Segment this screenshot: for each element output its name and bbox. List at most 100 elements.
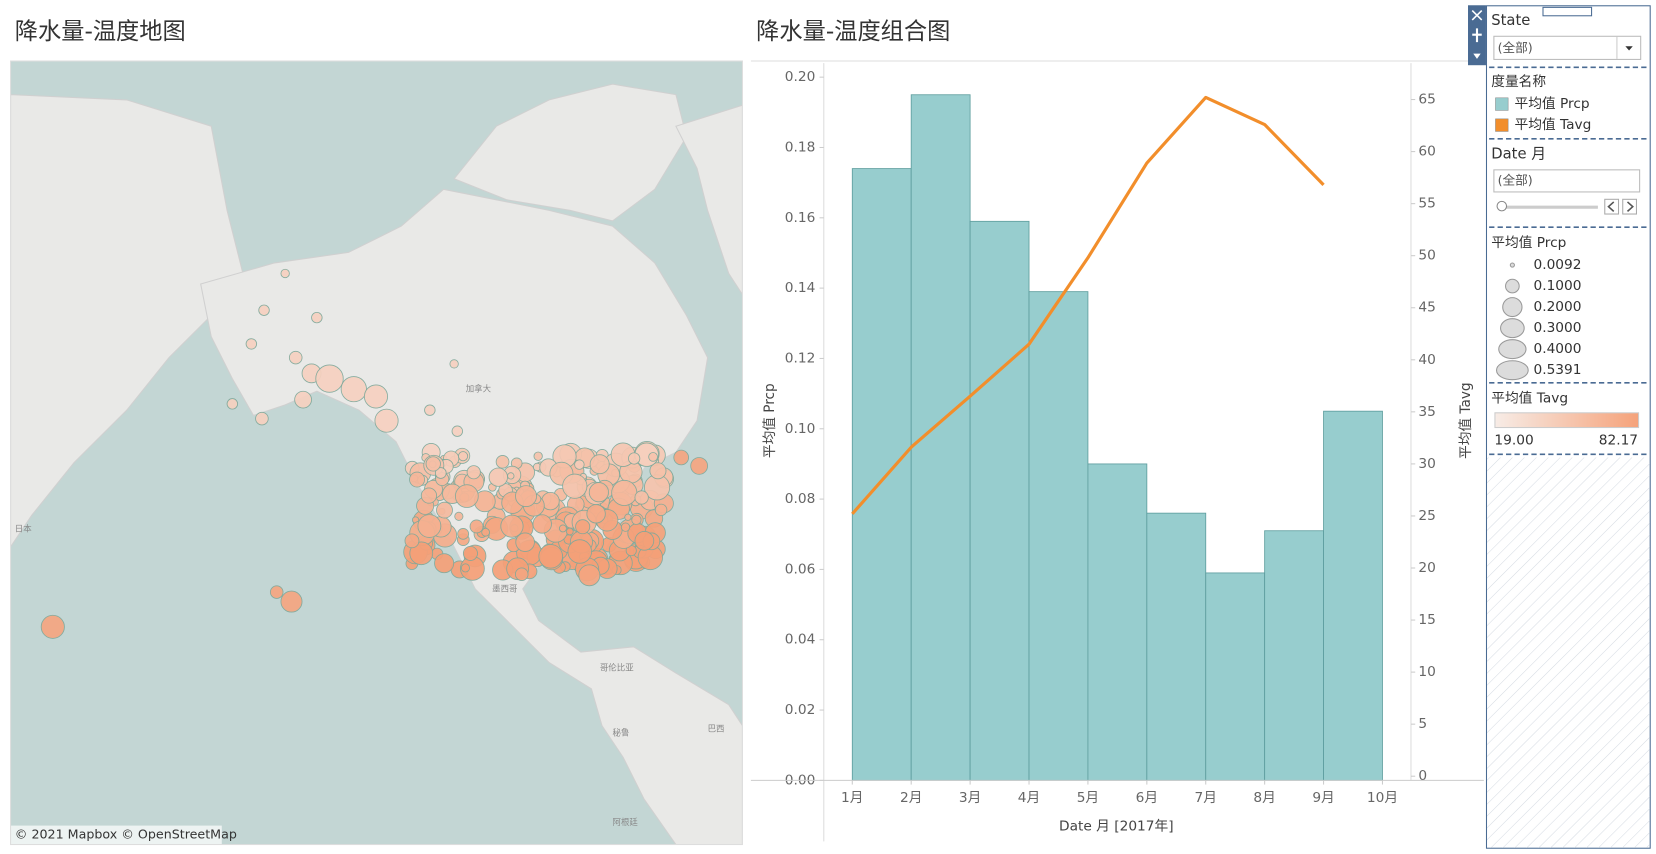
y-tick-label: 0.02 bbox=[785, 702, 816, 718]
color-min: 19.00 bbox=[1494, 433, 1533, 449]
map-bubble bbox=[454, 484, 479, 508]
map-bubble bbox=[500, 514, 524, 538]
map-bubble bbox=[690, 457, 709, 475]
map-bubble bbox=[562, 473, 588, 499]
slider-thumb[interactable] bbox=[1496, 200, 1508, 212]
attribution-bg bbox=[10, 825, 222, 845]
bar bbox=[1264, 530, 1324, 781]
menu-icon[interactable] bbox=[1473, 53, 1481, 59]
bar bbox=[1323, 410, 1383, 781]
state-dropdown[interactable] bbox=[1493, 35, 1642, 60]
land bbox=[200, 188, 743, 845]
land bbox=[10, 94, 244, 548]
map-bubble bbox=[586, 504, 606, 524]
legend-label: 平均值 Prcp bbox=[1514, 96, 1589, 112]
legend-swatch bbox=[1495, 118, 1509, 132]
map-bubble bbox=[294, 390, 312, 409]
map-bubble bbox=[340, 376, 367, 403]
color-max: 82.17 bbox=[1599, 433, 1638, 449]
next-button[interactable] bbox=[1622, 198, 1637, 215]
map-bubble bbox=[315, 364, 344, 393]
next-icon bbox=[1626, 201, 1634, 212]
x-tick-label: 10月 bbox=[1367, 790, 1398, 806]
size-label: 0.5391 bbox=[1533, 362, 1581, 378]
map-bubbles bbox=[40, 268, 709, 639]
map-border bbox=[10, 60, 743, 846]
pin-icon[interactable] bbox=[1472, 28, 1482, 43]
filter-title: Date 月 bbox=[1491, 146, 1546, 163]
map-bubble bbox=[374, 408, 399, 433]
map-bubble bbox=[269, 585, 284, 599]
map-bubble bbox=[288, 350, 303, 365]
legend-title: 平均值 Tavg bbox=[1491, 391, 1568, 407]
y2-tick-label: 40 bbox=[1418, 352, 1435, 368]
map-bubble bbox=[481, 527, 491, 537]
map-bubble bbox=[466, 465, 481, 480]
y-tick-label: 0.06 bbox=[785, 561, 816, 577]
map-bubble bbox=[469, 519, 484, 534]
empty-area bbox=[1487, 457, 1650, 848]
dropdown-value: (全部) bbox=[1498, 40, 1533, 55]
x-tick-label: 8月 bbox=[1253, 790, 1275, 806]
bar bbox=[851, 168, 912, 781]
size-circle bbox=[1495, 360, 1529, 381]
land bbox=[675, 104, 743, 296]
prev-button[interactable] bbox=[1604, 198, 1620, 215]
combo-chart: 0.000.020.040.060.080.100.120.140.160.18… bbox=[750, 63, 1484, 842]
map-bubble bbox=[514, 567, 529, 581]
y-tick-label: 0.12 bbox=[785, 350, 816, 366]
map: 加拿大 墨西哥 哥伦比亚 秘鲁 巴西 阿根廷 日本 © 2021 Mapbox … bbox=[10, 61, 743, 845]
x-tick-label: 3月 bbox=[959, 790, 981, 806]
y-tick-label: 0.08 bbox=[785, 491, 816, 507]
drag-handle[interactable] bbox=[1542, 6, 1593, 17]
date-filter[interactable] bbox=[1493, 169, 1641, 193]
map-bubble bbox=[458, 451, 469, 462]
map-bubble bbox=[558, 524, 567, 533]
y2-tick-label: 50 bbox=[1418, 248, 1435, 264]
y2-tick-label: 20 bbox=[1418, 560, 1435, 576]
map-bubble bbox=[488, 467, 508, 487]
chart-title: 降水量-温度组合图 bbox=[756, 18, 950, 45]
legend-swatch bbox=[1495, 97, 1509, 111]
y2-tick-label: 65 bbox=[1418, 92, 1435, 108]
dropdown-arrow[interactable] bbox=[1625, 46, 1633, 51]
y2-tick-label: 15 bbox=[1418, 612, 1435, 628]
size-label: 0.3000 bbox=[1533, 320, 1581, 336]
map-bubble bbox=[420, 487, 438, 504]
size-circle bbox=[1509, 262, 1515, 268]
map-bubble bbox=[532, 514, 552, 534]
map-bubble bbox=[634, 490, 649, 505]
map-bubble bbox=[363, 384, 389, 409]
map-bubble bbox=[424, 404, 436, 416]
map-bubble bbox=[648, 452, 658, 462]
measure-legend: 平均值 Prcp 平均值 Tavg bbox=[1495, 96, 1591, 133]
map-label: 秘鲁 bbox=[613, 728, 630, 738]
map-bubble bbox=[40, 614, 65, 639]
map-bubble bbox=[457, 527, 470, 540]
map-bubble bbox=[624, 513, 632, 521]
map-bubble bbox=[454, 511, 464, 521]
map-bubble bbox=[436, 501, 453, 519]
map-bubble bbox=[575, 519, 591, 535]
y2-tick-label: 45 bbox=[1418, 300, 1435, 316]
y2-tick-label: 10 bbox=[1418, 664, 1435, 680]
map-bubble bbox=[565, 527, 574, 536]
map-bubble bbox=[654, 503, 668, 517]
map-label: 墨西哥 bbox=[492, 583, 517, 593]
map-bubble bbox=[425, 456, 441, 472]
map-bubble bbox=[589, 454, 610, 475]
map-bubble bbox=[462, 545, 478, 561]
map-bubble bbox=[627, 452, 641, 465]
map-bubble bbox=[280, 590, 303, 613]
attribution: © 2021 Mapbox © OpenStreetMap bbox=[15, 827, 237, 842]
y2-tick-label: 0 bbox=[1418, 768, 1427, 784]
bar bbox=[1205, 572, 1266, 781]
map-bubble bbox=[258, 304, 270, 316]
y-tick-label: 0.20 bbox=[785, 69, 816, 85]
bar bbox=[969, 220, 1030, 781]
close-icon[interactable] bbox=[1471, 9, 1483, 21]
bar bbox=[1146, 512, 1207, 781]
size-legend: 0.0092 0.1000 0.2000 0.3000 0.4000 0.5391 bbox=[1495, 257, 1581, 381]
map-bubble bbox=[673, 449, 690, 466]
y2-tick-label: 60 bbox=[1418, 144, 1435, 160]
